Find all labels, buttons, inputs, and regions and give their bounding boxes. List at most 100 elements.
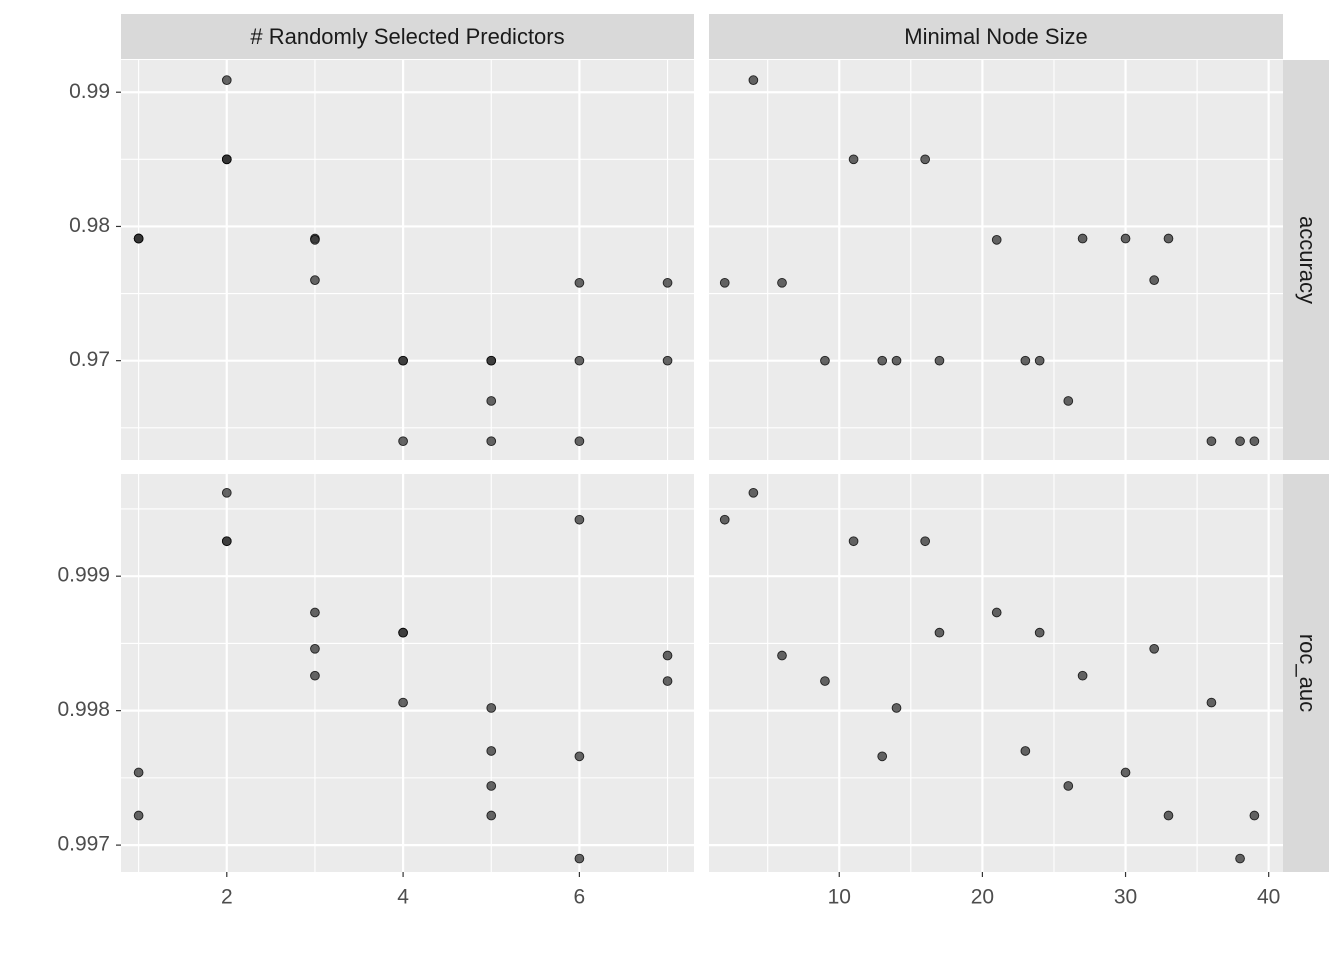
data-point [920,154,930,165]
points-roc_auc-1 [133,487,673,864]
data-point [310,607,320,618]
data-point [1206,697,1217,708]
data-point [133,767,144,778]
data-point [891,703,902,713]
data-point [486,810,497,821]
data-point [574,355,585,366]
y-tick-label: 0.998 [57,698,110,721]
data-point [1020,355,1031,366]
data-point [1163,233,1174,244]
data-point [574,751,585,762]
panel-accuracy-1 [121,60,694,460]
data-point [1249,436,1260,447]
column-strip-label-2: Minimal Node Size [904,24,1087,49]
data-point [1149,643,1160,654]
y-tick-label: 0.997 [57,833,110,856]
data-point [486,355,497,366]
panel-background [121,474,694,872]
data-point [920,536,930,547]
data-point [891,355,902,366]
data-point [1063,396,1074,406]
row-strip-label-1: accuracy [1295,216,1320,304]
data-point [934,355,945,366]
y-tick-label: 0.98 [69,214,110,237]
panel-background [709,60,1283,460]
data-point [310,643,320,654]
points-accuracy-1 [133,75,673,447]
data-point [486,781,497,791]
panel-background [121,60,694,460]
data-point [574,436,585,447]
x-tick-label: 6 [574,886,586,909]
panel-background [709,474,1283,872]
panel-accuracy-2 [709,60,1283,460]
column-strip-1 [121,14,694,59]
data-point [486,436,497,447]
data-point [848,154,859,165]
data-point [777,277,787,288]
data-point [1149,275,1160,285]
column-strip-label-1: # Randomly Selected Predictors [250,24,564,49]
data-point [1034,355,1045,366]
x-tick-label: 10 [828,886,851,909]
data-point [1120,767,1131,778]
axes-layer: 0.97 0.98 0.99 0.997 0.998 0.999 2 4 6 10 20 30 40 [57,80,1280,909]
data-point [1077,233,1088,244]
row-strip-1 [1283,60,1329,460]
data-point [486,703,497,713]
data-point [1163,810,1174,821]
data-point [486,746,497,756]
y-tick-label: 0.999 [57,564,110,587]
data-point [719,514,730,525]
data-point [398,697,408,708]
data-point [1206,436,1217,447]
data-point [133,233,144,244]
data-point [662,277,673,288]
data-point [398,436,408,447]
data-point [310,235,320,245]
points-accuracy-2 [719,75,1260,447]
data-point [748,75,759,85]
y-tick-label: 0.99 [69,80,110,103]
data-point [662,676,673,686]
strips-layer: # Randomly Selected Predictors Minimal N… [121,14,1329,872]
panels-layer [121,60,1283,872]
panel-roc_auc-2 [709,474,1283,872]
data-point [574,277,585,288]
data-point [877,355,888,366]
data-point [221,487,232,498]
data-point [719,277,730,288]
data-point [1120,233,1131,244]
data-point [991,235,1002,245]
x-tick-label: 30 [1114,886,1137,909]
data-point [574,853,585,864]
data-point [662,650,673,661]
data-point [748,487,759,498]
panel-roc_auc-1 [121,474,694,872]
data-point [991,607,1002,618]
data-point [777,650,787,661]
x-tick-label: 4 [397,886,409,909]
data-point [1249,810,1260,821]
data-point [1034,627,1045,638]
data-point [848,536,859,547]
data-point [934,627,945,638]
data-point [221,154,232,165]
data-point [310,670,320,681]
data-point [820,355,830,366]
column-strip-2 [709,14,1283,59]
x-tick-label: 2 [221,886,233,909]
data-point [1020,746,1031,756]
data-point [221,536,232,547]
x-tick-label: 20 [971,886,994,909]
data-point [1063,781,1074,791]
row-strip-label-2: roc_auc [1295,634,1320,712]
data-point [221,75,232,85]
data-point [820,676,830,686]
data-point [1235,853,1245,864]
data-point [398,355,408,366]
data-point [877,751,888,762]
data-point [662,355,673,366]
row-strip-2 [1283,474,1329,872]
